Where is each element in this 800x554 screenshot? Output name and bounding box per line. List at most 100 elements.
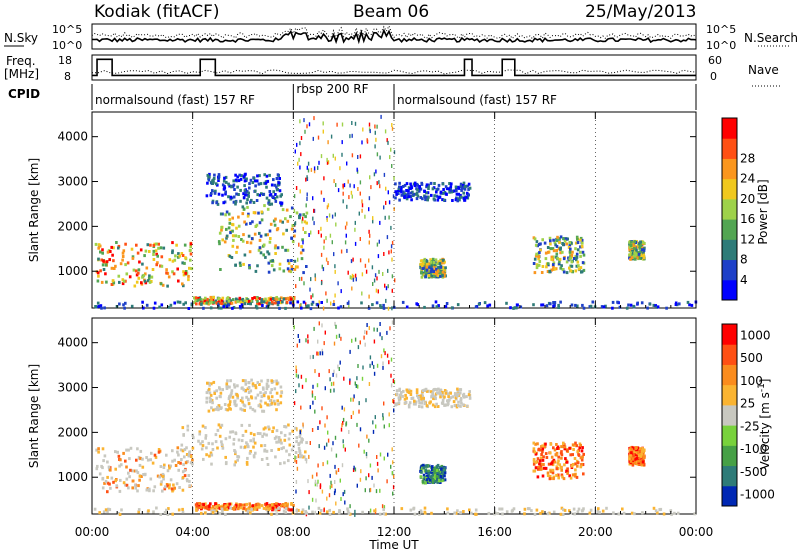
scatter-point bbox=[222, 201, 225, 205]
scatter-point bbox=[266, 403, 269, 407]
scatter-point bbox=[418, 189, 421, 193]
scatter-point bbox=[640, 254, 643, 258]
scatter-point bbox=[155, 252, 158, 256]
scatter-point bbox=[532, 447, 536, 451]
scatter-point bbox=[560, 453, 564, 457]
scatter-point bbox=[351, 338, 353, 343]
scatter-point bbox=[232, 195, 236, 199]
xtick-label: 04:00 bbox=[175, 525, 210, 539]
scatter-point bbox=[346, 161, 348, 166]
scatter-point bbox=[446, 511, 450, 515]
scatter-point bbox=[285, 449, 288, 453]
scatter-point bbox=[416, 394, 419, 398]
scatter-point bbox=[302, 300, 306, 304]
scatter-point bbox=[133, 469, 137, 473]
scatter-point bbox=[498, 507, 501, 511]
scatter-point bbox=[147, 276, 151, 280]
scatter-point bbox=[327, 261, 329, 265]
scatter-point bbox=[291, 240, 295, 244]
scatter-point bbox=[632, 304, 636, 308]
scatter-point bbox=[361, 510, 364, 514]
scatter-point bbox=[346, 204, 348, 209]
scatter-point bbox=[150, 275, 154, 279]
scatter-point bbox=[264, 502, 267, 506]
scatter-point bbox=[372, 219, 374, 224]
scatter-point bbox=[142, 273, 146, 277]
scatter-point bbox=[301, 238, 304, 242]
scatter-point bbox=[184, 271, 187, 275]
scatter-point bbox=[428, 266, 432, 270]
scatter-point bbox=[328, 493, 331, 498]
scatter-point bbox=[566, 237, 569, 241]
scatter-point bbox=[631, 457, 634, 461]
scatter-point bbox=[418, 405, 421, 408]
scatter-point bbox=[249, 439, 252, 443]
scatter-point bbox=[534, 460, 538, 464]
scatter-point bbox=[221, 510, 224, 514]
scatter-point bbox=[255, 502, 258, 506]
scatter-point bbox=[382, 306, 386, 310]
scatter-point bbox=[129, 446, 133, 450]
scatter-point bbox=[103, 481, 106, 485]
scatter-point bbox=[576, 510, 580, 514]
scatter-point bbox=[248, 182, 251, 186]
scatter-point bbox=[568, 474, 571, 478]
scatter-point bbox=[465, 195, 468, 199]
scatter-point bbox=[537, 255, 541, 259]
scatter-point bbox=[252, 437, 255, 441]
scatter-point bbox=[359, 191, 361, 196]
scatter-point bbox=[427, 469, 430, 473]
scatter-point bbox=[260, 458, 264, 461]
scatter-point bbox=[376, 152, 379, 157]
scatter-point bbox=[447, 395, 450, 398]
scatter-point bbox=[432, 270, 435, 273]
scatter-point bbox=[94, 305, 98, 309]
scatter-point bbox=[269, 297, 273, 301]
scatter-point bbox=[203, 299, 207, 303]
scatter-point bbox=[181, 510, 185, 514]
scatter-point bbox=[438, 273, 442, 277]
scatter-point bbox=[266, 207, 270, 211]
scatter-point bbox=[343, 489, 346, 494]
scatter-point bbox=[311, 474, 314, 479]
scatter-point bbox=[138, 463, 142, 467]
scatter-point bbox=[211, 181, 214, 185]
scatter-point bbox=[209, 306, 213, 310]
scatter-point bbox=[311, 300, 315, 304]
scatter-point bbox=[639, 454, 642, 458]
scatter-point bbox=[228, 218, 232, 222]
scatter-point bbox=[246, 509, 250, 513]
scatter-point bbox=[441, 198, 444, 202]
scatter-point bbox=[188, 479, 191, 483]
scatter-point bbox=[191, 446, 195, 450]
scatter-point bbox=[209, 193, 213, 197]
scatter-point bbox=[393, 474, 395, 479]
scatter-point bbox=[574, 468, 577, 472]
scatter-point bbox=[568, 509, 571, 513]
scatter-point bbox=[177, 453, 180, 457]
scatter-point bbox=[244, 191, 247, 194]
scatter-point bbox=[284, 503, 287, 507]
scatter-point bbox=[112, 480, 115, 484]
scatter-point bbox=[160, 480, 163, 484]
scatter-point bbox=[331, 483, 333, 488]
scatter-point bbox=[178, 300, 182, 304]
scatter-point bbox=[307, 339, 309, 344]
scatter-point bbox=[176, 446, 180, 450]
scatter-point bbox=[385, 298, 387, 303]
scatter-point bbox=[382, 512, 386, 516]
scatter-point bbox=[325, 291, 327, 296]
scatter-point bbox=[652, 303, 656, 307]
scatter-point bbox=[271, 259, 274, 263]
scatter-point bbox=[108, 508, 112, 512]
scatter-point bbox=[373, 371, 376, 376]
scatter-point bbox=[108, 258, 111, 262]
scatter-point bbox=[550, 462, 553, 466]
scatter-point bbox=[654, 509, 658, 513]
scatter-point bbox=[248, 451, 252, 455]
scatter-point bbox=[549, 247, 553, 251]
scatter-point bbox=[534, 254, 538, 258]
scatter-point bbox=[299, 119, 301, 124]
scatter-point bbox=[217, 174, 221, 178]
scatter-point bbox=[277, 436, 281, 439]
